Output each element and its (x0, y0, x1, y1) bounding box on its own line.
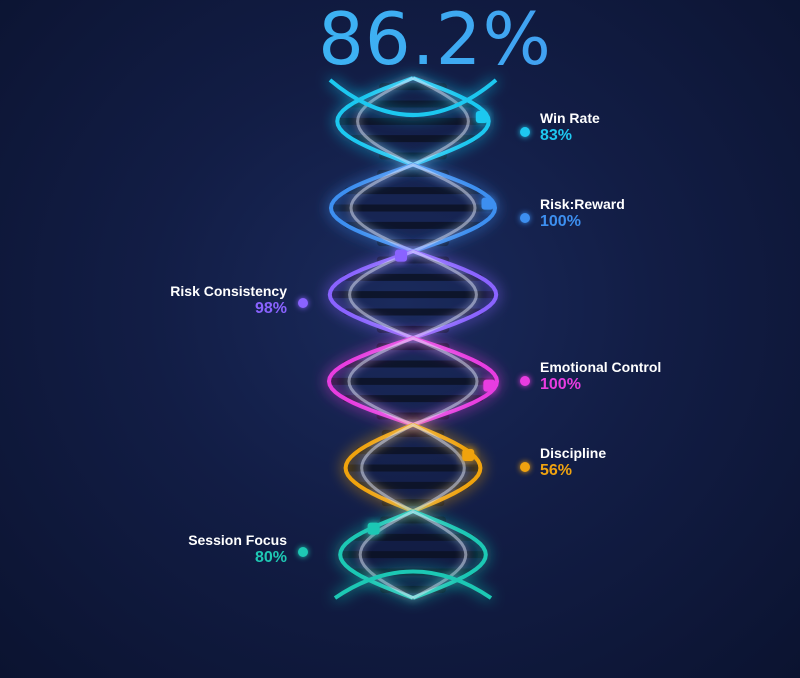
metric-dot-win-rate (520, 127, 530, 137)
helix-node (481, 197, 494, 210)
helix-strand (412, 163, 477, 253)
metric-value: 83% (540, 127, 573, 144)
helix-strand (326, 336, 414, 427)
helix-node (483, 379, 496, 392)
helix-node (462, 449, 475, 461)
helix-node (367, 522, 380, 535)
helix-strand (412, 249, 499, 340)
helix-strand (412, 423, 466, 513)
helix-strand (412, 162, 498, 254)
metric-name: Discipline (540, 445, 607, 461)
metric-name: Session Focus (188, 532, 287, 548)
helix-strand (412, 336, 479, 427)
metric-value: 80% (254, 549, 287, 566)
overall-score: 86.2% (0, 0, 800, 84)
metric-value: 56% (540, 462, 573, 479)
metric-label-risk-consistency: Risk Consistency 98% (170, 283, 287, 317)
helix-strand (412, 76, 491, 167)
helix-strand (412, 336, 500, 427)
helix-strands (326, 76, 500, 600)
metric-label-session-focus: Session Focus 80% (188, 532, 287, 566)
metric-name: Emotional Control (540, 359, 662, 375)
metric-name: Win Rate (540, 110, 600, 126)
metric-value: 100% (540, 213, 581, 230)
helix-strand (348, 249, 414, 340)
helix-strand (349, 163, 414, 253)
metric-dot-risk-reward (520, 213, 530, 223)
metric-label-discipline: Discipline 56% (540, 445, 606, 479)
helix-strand (327, 249, 414, 340)
helix-strand (328, 78, 498, 117)
helix-strand (412, 249, 478, 340)
metric-dot-discipline (520, 462, 530, 472)
helix-strand (328, 162, 414, 254)
metric-label-win-rate: Win Rate 83% (540, 110, 600, 144)
helix-strand (333, 569, 493, 600)
metric-dot-risk-consistency (298, 298, 308, 308)
metric-dot-session-focus (298, 547, 308, 557)
helix-strand (343, 422, 414, 514)
metric-dot-emotional-control (520, 376, 530, 386)
helix-strand (360, 423, 414, 513)
helix-strand (356, 76, 414, 167)
helix-node (395, 249, 408, 262)
helix-node (475, 111, 488, 123)
helix-strand (347, 336, 414, 427)
metric-value: 98% (254, 300, 287, 317)
helix-strand (412, 76, 470, 167)
metric-name: Risk:Reward (540, 196, 625, 212)
helix-strand (412, 509, 468, 600)
metric-name: Risk Consistency (170, 283, 287, 299)
helix-nodes (367, 111, 496, 535)
metric-value: 100% (540, 376, 581, 393)
metric-label-risk-reward: Risk:Reward 100% (540, 196, 625, 230)
metric-label-emotional-control: Emotional Control 100% (540, 359, 661, 393)
helix-strand (358, 509, 414, 600)
helix-strand (335, 76, 414, 167)
helix-strand (412, 422, 483, 514)
helix-strand (412, 509, 488, 600)
